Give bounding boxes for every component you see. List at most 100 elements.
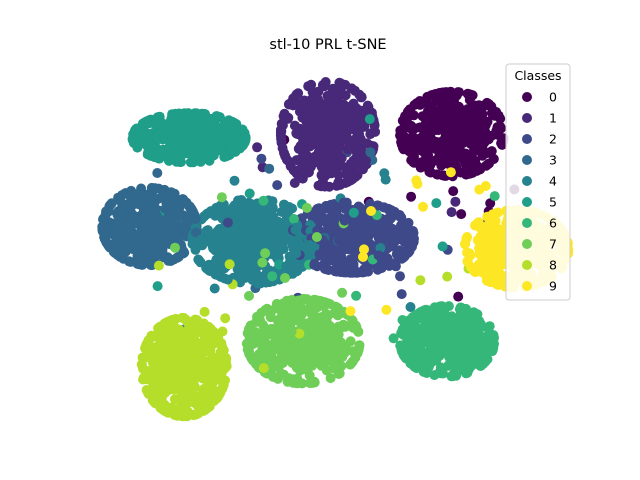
scatter-point-class-8 xyxy=(173,381,184,392)
scatter-point-class-7 xyxy=(286,326,297,337)
scatter-point-class-4 xyxy=(194,255,205,266)
scatter-point-class-8 xyxy=(155,403,166,413)
scatter-point-class-9 xyxy=(484,237,495,248)
scatter-point-class-7 xyxy=(331,351,342,362)
scatter-point-class-6 xyxy=(267,271,278,282)
scatter-point-class-5 xyxy=(151,133,162,144)
scatter-point-class-1 xyxy=(284,99,294,110)
scatter-point-class-5 xyxy=(139,128,150,139)
scatter-point-class-7 xyxy=(306,298,317,309)
legend-marker-8 xyxy=(522,260,532,270)
scatter-point-class-5 xyxy=(229,117,239,128)
scatter-point-class-5 xyxy=(141,116,152,127)
scatter-point-class-0 xyxy=(426,111,436,122)
scatter-point-class-9 xyxy=(475,231,486,242)
scatter-point-class-7 xyxy=(330,301,341,312)
scatter-point-class-2 xyxy=(339,215,350,226)
scatter-point-class-8 xyxy=(294,328,305,339)
scatter-point-class-4 xyxy=(201,209,212,220)
scatter-point-class-7 xyxy=(288,374,299,385)
scatter-point-class-3 xyxy=(105,242,116,253)
legend-marker-4 xyxy=(522,176,532,186)
scatter-point-class-1 xyxy=(315,101,326,112)
scatter-point-class-3 xyxy=(190,214,201,224)
scatter-point-class-5 xyxy=(191,113,202,124)
scatter-point-class-1 xyxy=(446,207,457,218)
scatter-point-class-7 xyxy=(311,232,322,242)
scatter-point-class-0 xyxy=(453,291,464,302)
legend-label-6: 6 xyxy=(549,216,557,231)
scatter-point-class-4 xyxy=(286,237,297,248)
scatter-point-class-7 xyxy=(216,192,227,203)
legend-label-9: 9 xyxy=(549,279,557,294)
scatter-point-class-0 xyxy=(448,135,458,146)
scatter-point-class-2 xyxy=(321,264,332,275)
scatter-point-class-2 xyxy=(376,263,387,274)
scatter-point-class-0 xyxy=(440,87,451,98)
scatter-point-class-3 xyxy=(115,251,126,262)
scatter-point-class-0 xyxy=(493,130,504,141)
scatter-point-class-5 xyxy=(175,123,186,134)
scatter-point-class-0 xyxy=(486,146,497,157)
legend-marker-9 xyxy=(522,281,532,291)
scatter-point-class-7 xyxy=(325,373,336,384)
scatter-point-class-1 xyxy=(320,123,331,134)
scatter-point-class-4 xyxy=(255,218,266,229)
scatter-point-class-7 xyxy=(304,321,315,332)
scatter-point-class-7 xyxy=(301,202,312,213)
scatter-point-class-8 xyxy=(200,367,211,378)
scatter-point-class-3 xyxy=(149,247,160,258)
scatter-point-class-1 xyxy=(351,159,362,170)
scatter-point-class-0 xyxy=(436,104,447,115)
scatter-point-class-8 xyxy=(218,379,229,390)
scatter-point-class-0 xyxy=(408,110,419,121)
scatter-point-class-1 xyxy=(325,92,336,103)
scatter-point-class-7 xyxy=(170,242,180,253)
scatter-point-class-2 xyxy=(256,153,267,164)
scatter-point-class-7 xyxy=(296,303,307,313)
scatter-point-class-2 xyxy=(390,236,400,247)
scatter-point-class-6 xyxy=(488,330,499,341)
scatter-point-class-6 xyxy=(457,305,468,316)
scatter-point-class-8 xyxy=(205,360,216,371)
scatter-point-class-3 xyxy=(132,258,143,269)
scatter-point-class-7 xyxy=(337,287,348,298)
scatter-point-class-0 xyxy=(454,112,464,123)
legend-marker-7 xyxy=(522,239,532,249)
scatter-point-class-8 xyxy=(213,390,224,401)
scatter-point-class-1 xyxy=(349,114,360,124)
scatter-point-class-2 xyxy=(335,232,346,243)
scatter-point-class-1 xyxy=(307,94,318,105)
scatter-point-class-7 xyxy=(301,349,311,360)
legend-label-0: 0 xyxy=(549,90,557,105)
legend-marker-0 xyxy=(522,92,532,102)
scatter-point-class-2 xyxy=(384,214,395,225)
scatter-point-class-0 xyxy=(407,131,418,142)
scatter-point-class-7 xyxy=(339,348,350,359)
legend-label-1: 1 xyxy=(549,111,557,126)
scatter-point-class-3 xyxy=(175,201,185,212)
legend-marker-5 xyxy=(522,197,532,207)
scatter-point-class-4 xyxy=(304,240,315,250)
scatter-point-class-8 xyxy=(165,315,175,326)
scatter-point-class-0 xyxy=(400,111,410,122)
scatter-point-class-6 xyxy=(398,349,409,360)
legend-marker-6 xyxy=(522,218,532,228)
scatter-point-class-2 xyxy=(357,267,367,278)
scatter-point-class-0 xyxy=(441,95,452,106)
scatter-point-class-4 xyxy=(246,199,257,210)
scatter-point-class-7 xyxy=(242,344,253,355)
scatter-point-class-1 xyxy=(349,85,360,96)
scatter-point-class-5 xyxy=(131,124,141,135)
scatter-point-class-5 xyxy=(200,126,210,137)
legend: Classes 0 1 2 3 4 5 6 7 8 9 xyxy=(505,63,571,301)
scatter-point-class-5 xyxy=(185,123,196,134)
legend-frame xyxy=(505,63,571,301)
legend-label-8: 8 xyxy=(549,258,557,273)
scatter-point-class-8 xyxy=(217,326,228,337)
scatter-point-class-7 xyxy=(318,297,329,307)
scatter-point-class-3 xyxy=(119,228,130,239)
scatter-point-class-4 xyxy=(233,215,244,226)
scatter-point-class-2 xyxy=(326,255,337,266)
legend-label-5: 5 xyxy=(549,195,557,210)
